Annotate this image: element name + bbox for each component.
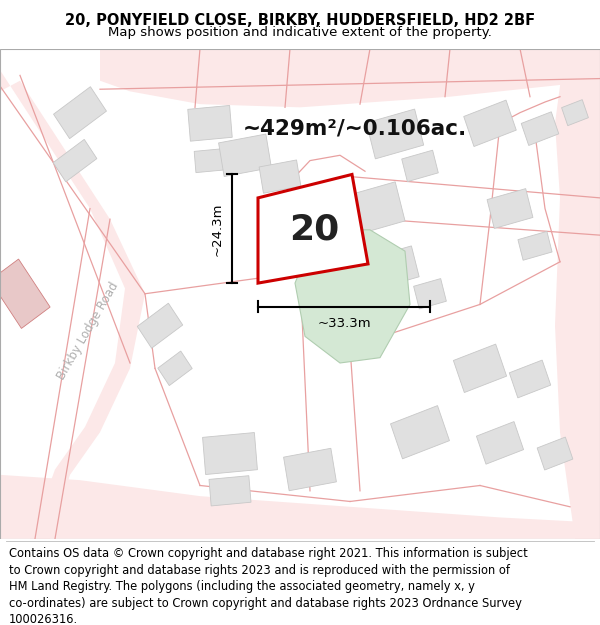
Polygon shape (371, 246, 419, 288)
Polygon shape (521, 112, 559, 146)
Polygon shape (509, 360, 551, 398)
Polygon shape (464, 100, 516, 146)
Polygon shape (203, 432, 257, 474)
Polygon shape (137, 303, 183, 348)
Polygon shape (53, 139, 97, 182)
Polygon shape (537, 437, 573, 470)
Text: Contains OS data © Crown copyright and database right 2021. This information is : Contains OS data © Crown copyright and d… (9, 548, 528, 625)
Text: 20: 20 (289, 213, 339, 247)
Polygon shape (188, 106, 232, 141)
Polygon shape (295, 230, 410, 363)
Polygon shape (401, 150, 439, 182)
Polygon shape (100, 49, 600, 108)
Polygon shape (284, 448, 337, 491)
Polygon shape (0, 259, 50, 329)
Polygon shape (487, 189, 533, 229)
Polygon shape (258, 174, 368, 283)
Text: ~24.3m: ~24.3m (211, 202, 224, 256)
Polygon shape (259, 160, 301, 193)
Text: 20, PONYFIELD CLOSE, BIRKBY, HUDDERSFIELD, HD2 2BF: 20, PONYFIELD CLOSE, BIRKBY, HUDDERSFIEL… (65, 13, 535, 28)
Polygon shape (218, 134, 271, 176)
Polygon shape (0, 70, 145, 539)
Polygon shape (413, 279, 446, 309)
Polygon shape (518, 231, 552, 260)
Polygon shape (345, 182, 405, 235)
Polygon shape (391, 406, 449, 459)
Text: Map shows position and indicative extent of the property.: Map shows position and indicative extent… (108, 26, 492, 39)
Polygon shape (209, 476, 251, 506)
Text: Birkby Lodge Road: Birkby Lodge Road (55, 280, 121, 382)
Polygon shape (0, 475, 600, 539)
Text: ~429m²/~0.106ac.: ~429m²/~0.106ac. (243, 119, 467, 139)
Text: ~33.3m: ~33.3m (317, 317, 371, 330)
Polygon shape (194, 149, 226, 173)
Polygon shape (158, 351, 192, 386)
Polygon shape (476, 422, 524, 464)
Polygon shape (454, 344, 506, 392)
Polygon shape (367, 109, 424, 159)
Polygon shape (555, 49, 600, 539)
Polygon shape (53, 87, 106, 139)
Polygon shape (562, 99, 589, 126)
